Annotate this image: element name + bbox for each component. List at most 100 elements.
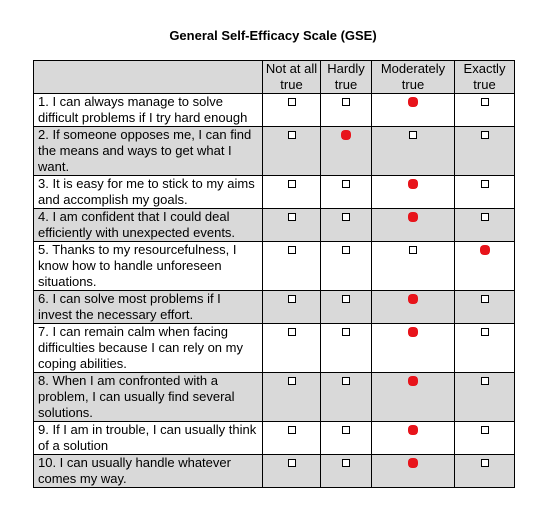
checkbox: [342, 246, 350, 254]
option-cell: [371, 421, 455, 455]
statement: 1. I can always manage to solve difficul…: [33, 93, 263, 127]
option-cell: [454, 290, 515, 324]
option-cell: [320, 93, 372, 127]
table-row: 9. If I am in trouble, I can usually thi…: [33, 421, 515, 455]
checkbox: [342, 459, 350, 467]
option-cell: [262, 421, 321, 455]
option-cell: [371, 175, 455, 209]
answer-mark: [479, 245, 490, 255]
table-body: 1. I can always manage to solve difficul…: [33, 93, 515, 488]
checkbox: [480, 213, 489, 221]
table-row: 8. When I am confronted with a problem, …: [33, 372, 515, 422]
checkbox: [342, 426, 350, 434]
option-cell: [320, 241, 372, 291]
option-cell: [371, 372, 455, 422]
statement: 7. I can remain calm when facing difficu…: [33, 323, 263, 373]
statement: 3. It is easy for me to stick to my aims…: [33, 175, 263, 209]
statement: 10. I can usually handle whatever comes …: [33, 454, 263, 488]
statement: 5. Thanks to my resourcefulness, I know …: [33, 241, 263, 291]
table-row: 3. It is easy for me to stick to my aims…: [33, 175, 515, 209]
option-cell: [454, 126, 515, 176]
option-cell: [320, 421, 372, 455]
table-row: 5. Thanks to my resourcefulness, I know …: [33, 241, 515, 291]
gse-table: Not at all true Hardly true Moderately tru…: [33, 60, 515, 488]
statement: 9. If I am in trouble, I can usually thi…: [33, 421, 263, 455]
checkbox: [342, 377, 350, 385]
checkbox: [287, 213, 296, 221]
option-cell: [454, 93, 515, 127]
header-blank: [33, 60, 263, 94]
option-cell: [262, 454, 321, 488]
option-cell: [320, 454, 372, 488]
checkbox: [480, 98, 489, 106]
option-cell: [454, 208, 515, 242]
statement: 6. I can solve most problems if I invest…: [33, 290, 263, 324]
option-cell: [262, 241, 321, 291]
option-cell: [371, 290, 455, 324]
table-row: 1. I can always manage to solve difficul…: [33, 93, 515, 127]
answer-mark: [408, 97, 418, 107]
checkbox: [287, 426, 296, 434]
checkbox: [409, 131, 417, 139]
checkbox: [287, 98, 296, 106]
statement: 2. If someone opposes me, I can find the…: [33, 126, 263, 176]
checkbox: [480, 131, 489, 139]
option-cell: [371, 323, 455, 373]
statement: 8. When I am confronted with a problem, …: [33, 372, 263, 422]
answer-mark: [408, 212, 418, 222]
option-cell: [262, 175, 321, 209]
option-cell: [262, 290, 321, 324]
column-header: Exactly true: [454, 60, 515, 94]
column-header: Not at all true: [262, 60, 321, 94]
option-cell: [262, 372, 321, 422]
option-cell: [371, 454, 455, 488]
checkbox: [480, 328, 489, 336]
option-cell: [454, 323, 515, 373]
checkbox: [287, 295, 296, 303]
checkbox: [287, 246, 296, 254]
table-row: 4. I am confident that I could deal effi…: [33, 208, 515, 242]
checkbox: [480, 180, 489, 188]
option-cell: [454, 241, 515, 291]
option-cell: [454, 372, 515, 422]
table-row: 10. I can usually handle whatever comes …: [33, 454, 515, 488]
title: General Self-Efficacy Scale (GSE): [169, 28, 377, 43]
answer-mark: [408, 376, 418, 386]
checkbox: [287, 131, 296, 139]
checkbox: [342, 98, 350, 106]
column-header: Hardly true: [320, 60, 372, 94]
option-cell: [262, 208, 321, 242]
checkbox: [287, 180, 296, 188]
checkbox: [342, 328, 350, 336]
header-row: Not at all true Hardly true Moderately tru…: [33, 60, 515, 94]
option-cell: [454, 421, 515, 455]
checkbox: [342, 295, 350, 303]
option-cell: [320, 323, 372, 373]
checkbox: [480, 426, 489, 434]
checkbox: [342, 180, 350, 188]
option-cell: [262, 93, 321, 127]
option-cell: [371, 126, 455, 176]
answer-mark: [408, 179, 418, 189]
answer-mark: [408, 327, 418, 337]
checkbox: [342, 213, 350, 221]
table-row: 2. If someone opposes me, I can find the…: [33, 126, 515, 176]
option-cell: [262, 323, 321, 373]
option-cell: [454, 454, 515, 488]
checkbox: [287, 459, 296, 467]
answer-mark: [408, 425, 418, 435]
option-cell: [371, 208, 455, 242]
answer-mark: [408, 458, 418, 468]
checkbox: [480, 295, 489, 303]
statement: 4. I am confident that I could deal effi…: [33, 208, 263, 242]
answer-mark: [408, 294, 418, 304]
option-cell: [320, 175, 372, 209]
checkbox: [287, 328, 296, 336]
table-row: 7. I can remain calm when facing difficu…: [33, 323, 515, 373]
option-cell: [320, 372, 372, 422]
column-header: Moderately true: [371, 60, 455, 94]
checkbox: [480, 377, 489, 385]
option-cell: [454, 175, 515, 209]
option-cell: [371, 93, 455, 127]
